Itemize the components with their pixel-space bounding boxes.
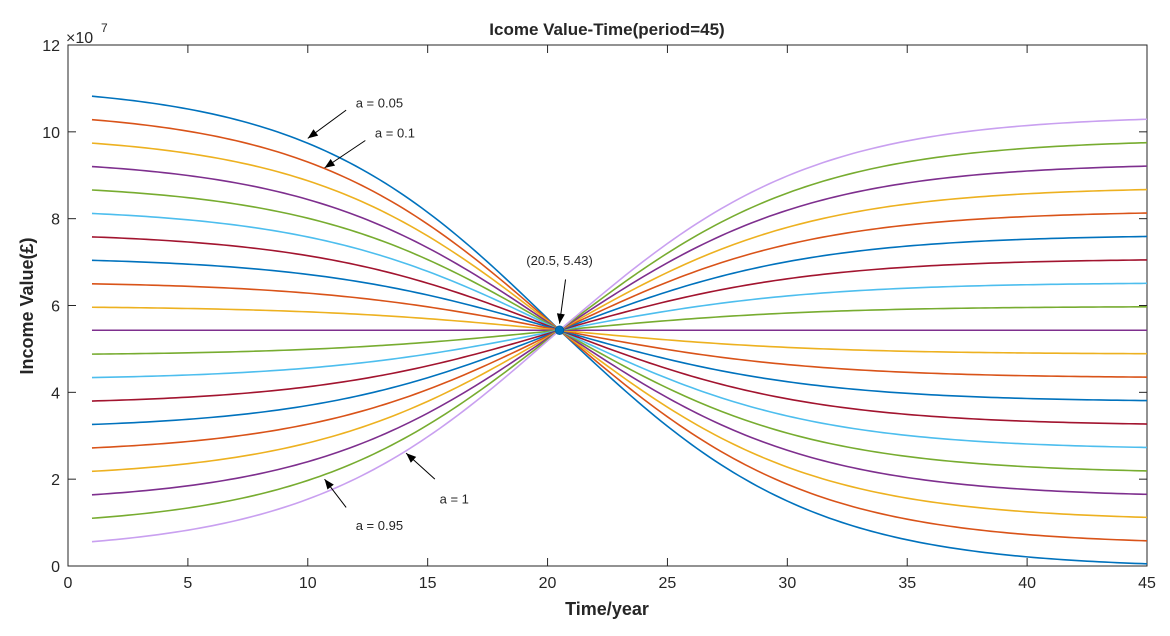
series-line-15 xyxy=(91,235,1148,426)
series-line-19 xyxy=(91,141,1148,520)
y-tick-label: 12 xyxy=(42,38,60,55)
y-tick-label: 0 xyxy=(51,559,60,576)
center-point-marker xyxy=(554,325,565,335)
y-multiplier-base: ×10 xyxy=(66,30,93,47)
annotation-arrow-head xyxy=(307,129,319,139)
y-tick-label: 6 xyxy=(51,299,60,316)
y-tick-label: 2 xyxy=(51,472,60,489)
y-tick-label: 8 xyxy=(51,212,60,229)
series-line-6 xyxy=(91,212,1148,449)
series-line-5 xyxy=(91,189,1148,472)
series-line-14 xyxy=(91,259,1148,402)
series-line-12 xyxy=(91,306,1148,355)
y-multiplier: ×10 7 xyxy=(66,21,108,47)
series-line-17 xyxy=(91,188,1148,473)
x-tick-label: 0 xyxy=(64,575,73,592)
x-tick-label: 20 xyxy=(539,575,557,592)
y-multiplier-exponent: 7 xyxy=(101,21,108,35)
annotation-label: a = 0.05 xyxy=(356,95,403,110)
series-line-7 xyxy=(91,236,1148,425)
series-line-16 xyxy=(91,212,1148,449)
annotation-label: a = 0.1 xyxy=(375,126,415,141)
x-tick-label: 35 xyxy=(898,575,916,592)
series-line-9 xyxy=(91,282,1148,378)
annotation-arrow-head xyxy=(406,453,417,463)
x-tick-label: 45 xyxy=(1138,575,1156,592)
x-tick-label: 30 xyxy=(778,575,796,592)
y-tick-label: 4 xyxy=(51,385,60,402)
plot-area: 0 5 10 15 20 25 30 35 40 45 0 2 4 6 8 10 12 a = 0.05 a = 0… xyxy=(42,38,1156,592)
x-tick-label: 40 xyxy=(1018,575,1036,592)
y-tick-label: 10 xyxy=(42,125,60,142)
series-line-2 xyxy=(91,118,1148,542)
x-tick-label: 25 xyxy=(659,575,677,592)
x-tick-label: 15 xyxy=(419,575,437,592)
annotation-label: a = 1 xyxy=(440,492,469,507)
annotation-label: a = 0.95 xyxy=(356,518,403,533)
annotation-arrow-head xyxy=(324,479,334,490)
series-line-8 xyxy=(91,259,1148,402)
series-line-20 xyxy=(91,118,1148,543)
annotation-label: (20.5, 5.43) xyxy=(526,253,593,268)
series-line-13 xyxy=(91,282,1148,379)
series-line-10 xyxy=(91,306,1148,355)
annotation-arrow-head xyxy=(556,313,565,324)
series-line-4 xyxy=(91,165,1148,496)
annotation-arrow-head xyxy=(324,158,336,168)
x-axis-label: Time/year xyxy=(565,599,649,619)
series-line-18 xyxy=(91,165,1148,496)
series-line-3 xyxy=(91,142,1148,519)
x-tick-label: 10 xyxy=(299,575,317,592)
chart-title: Icome Value-Time(period=45) xyxy=(489,20,724,39)
y-axis-label: Income Value(£) xyxy=(17,237,37,374)
series-line-1 xyxy=(91,95,1148,565)
x-tick-label: 5 xyxy=(183,575,192,592)
axes-box xyxy=(67,44,1148,567)
